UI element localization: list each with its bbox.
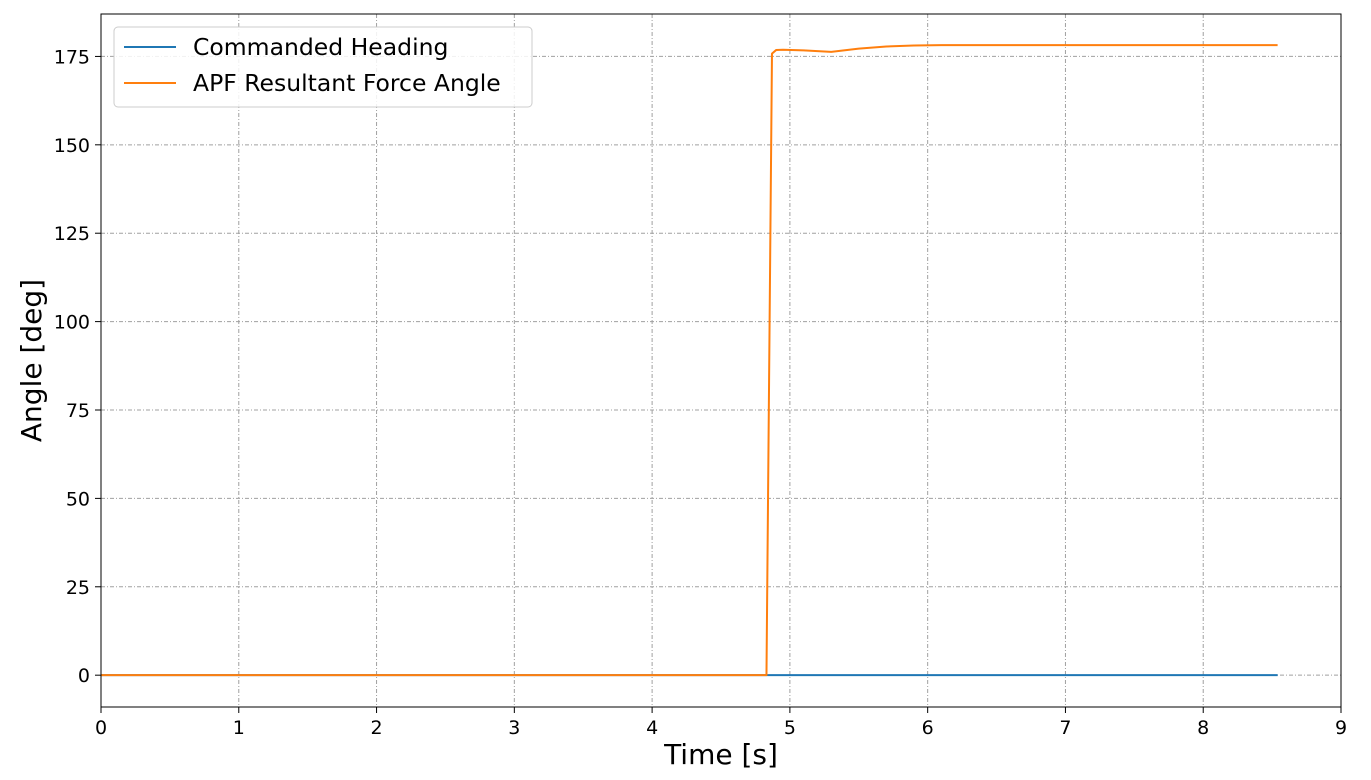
x-tick-label: 2 bbox=[371, 717, 383, 739]
x-tick-label: 1 bbox=[233, 717, 245, 739]
legend-box bbox=[113, 26, 533, 108]
y-tick-label: 0 bbox=[78, 665, 90, 687]
y-tick-label: 75 bbox=[66, 400, 90, 422]
grid-lines bbox=[100, 14, 1342, 707]
y-axis-title: Angle [deg] bbox=[15, 279, 48, 442]
legend: Commanded Heading APF Resultant Force An… bbox=[113, 26, 533, 108]
x-axis-title: Time [s] bbox=[663, 738, 778, 771]
axis-ticks bbox=[95, 55, 1342, 713]
x-tick-labels: 0 1 2 3 4 5 6 7 8 9 bbox=[95, 717, 1347, 739]
y-tick-label: 100 bbox=[54, 312, 90, 334]
x-tick-label: 4 bbox=[646, 717, 658, 739]
x-tick-label: 9 bbox=[1335, 717, 1347, 739]
y-tick-label: 125 bbox=[54, 223, 90, 245]
x-tick-label: 5 bbox=[784, 717, 796, 739]
y-tick-label: 150 bbox=[54, 135, 90, 157]
legend-label-apf-resultant-force-angle: APF Resultant Force Angle bbox=[193, 69, 501, 97]
x-tick-label: 6 bbox=[922, 717, 934, 739]
legend-label-commanded-heading: Commanded Heading bbox=[193, 33, 448, 61]
x-tick-label: 7 bbox=[1059, 717, 1071, 739]
x-tick-label: 3 bbox=[508, 717, 520, 739]
y-tick-label: 175 bbox=[54, 46, 90, 68]
x-tick-label: 8 bbox=[1197, 717, 1209, 739]
series-line-apf-resultant-force-angle bbox=[101, 44, 1278, 677]
series-lines bbox=[101, 44, 1278, 677]
y-tick-label: 25 bbox=[66, 577, 90, 599]
x-tick-label: 0 bbox=[95, 717, 107, 739]
plot-frame bbox=[100, 13, 1342, 708]
y-tick-labels: 0 25 50 75 100 125 150 175 bbox=[54, 46, 90, 687]
y-tick-label: 50 bbox=[66, 488, 90, 510]
